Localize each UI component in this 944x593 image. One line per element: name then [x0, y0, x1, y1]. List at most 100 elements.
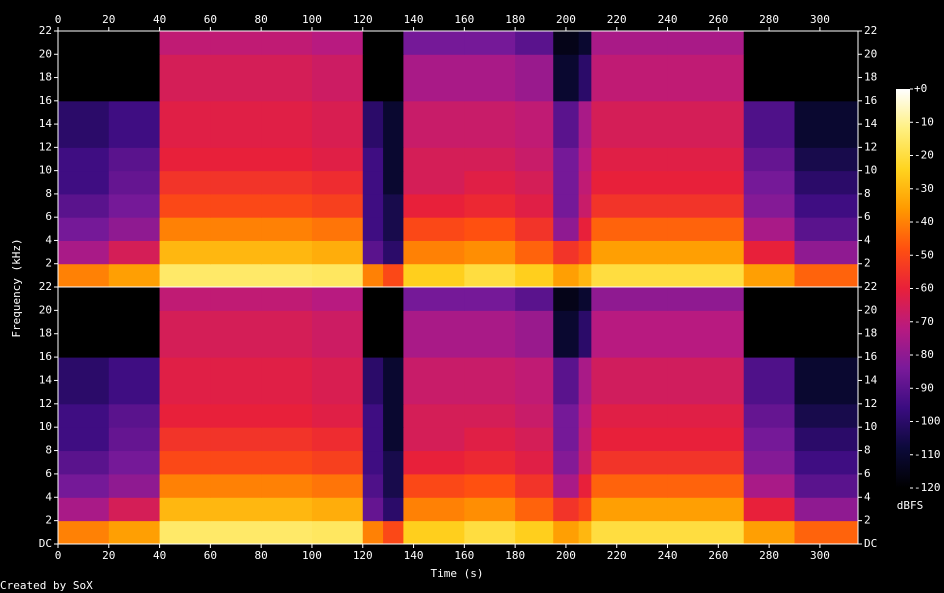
- y-tick-label: 22: [39, 24, 52, 37]
- heat-cell: [578, 520, 592, 545]
- heat-cell: [311, 100, 364, 148]
- heat-cell: [515, 497, 554, 522]
- heat-cell: [403, 450, 465, 475]
- heat-cell: [311, 217, 364, 241]
- heat-cell: [311, 450, 364, 475]
- heat-cell: [58, 31, 110, 55]
- heat-cell: [667, 193, 745, 218]
- heat-cell: [261, 54, 313, 102]
- heat-cell: [362, 263, 384, 288]
- heat-cell: [58, 450, 110, 475]
- x-tick-label: 160: [454, 549, 474, 562]
- heat-cell: [210, 170, 262, 195]
- heat-cell: [108, 147, 161, 172]
- heat-cell: [591, 473, 669, 498]
- x-tick-label: 60: [204, 13, 217, 26]
- heat-cell: [159, 263, 211, 288]
- colorbar-tick-label: -20: [914, 149, 934, 162]
- heat-cell: [794, 217, 859, 241]
- heat-cell: [667, 427, 745, 452]
- y-tick-label: 6: [864, 467, 871, 480]
- heat-cell: [578, 473, 592, 498]
- heat-cell: [794, 193, 859, 218]
- heat-cell: [159, 450, 211, 475]
- x-tick-label: 260: [708, 549, 728, 562]
- heat-cell: [108, 287, 161, 311]
- heat-cell: [403, 520, 465, 545]
- heat-cell: [553, 310, 580, 358]
- heat-cell: [383, 100, 404, 148]
- y-tick-label: 4: [864, 490, 871, 503]
- heat-cell: [383, 403, 404, 428]
- colorbar-tick-label: +0: [914, 82, 927, 95]
- heat-cell: [210, 450, 262, 475]
- heat-cell: [515, 357, 554, 405]
- heat-cell: [464, 497, 516, 522]
- y-tick-label: 8: [864, 187, 871, 200]
- y-tick-label: 16: [39, 350, 52, 363]
- y-tick-label: 12: [864, 397, 877, 410]
- heat-cell: [159, 497, 211, 522]
- x-tick-label: 160: [454, 13, 474, 26]
- heat-cell: [667, 473, 745, 498]
- heat-cell: [58, 170, 110, 195]
- heat-cell: [578, 450, 592, 475]
- heat-cell: [311, 240, 364, 265]
- heat-cell: [403, 193, 465, 218]
- x-tick-label: 80: [255, 549, 268, 562]
- heat-cell: [362, 193, 384, 218]
- heat-cell: [362, 170, 384, 195]
- heat-cell: [553, 497, 580, 522]
- y-tick-label: 10: [864, 420, 877, 433]
- heat-cell: [667, 357, 745, 405]
- heat-cell: [383, 310, 404, 358]
- heat-cell: [403, 310, 465, 358]
- heat-cell: [743, 170, 796, 195]
- heat-cell: [578, 427, 592, 452]
- y-tick-label: 12: [39, 140, 52, 153]
- y-tick-label: 18: [39, 71, 52, 84]
- heat-cell: [591, 520, 669, 545]
- colorbar-tick-label: -80: [914, 348, 934, 361]
- y-tick-label: 16: [864, 350, 877, 363]
- heat-cell: [794, 240, 859, 265]
- heat-cell: [383, 193, 404, 218]
- heat-cell: [362, 100, 384, 148]
- heat-cell: [515, 403, 554, 428]
- heat-cell: [108, 100, 161, 148]
- heat-cell: [362, 497, 384, 522]
- heat-cell: [108, 310, 161, 358]
- heat-cell: [362, 240, 384, 265]
- heat-cell: [383, 54, 404, 102]
- heat-cell: [578, 263, 592, 288]
- heat-cell: [159, 310, 211, 358]
- heat-cell: [58, 240, 110, 265]
- heat-cell: [743, 403, 796, 428]
- heat-cell: [464, 100, 516, 148]
- y-tick-label: 22: [864, 280, 877, 293]
- y-tick-label: 12: [39, 397, 52, 410]
- heat-cell: [210, 427, 262, 452]
- heat-cell: [311, 287, 364, 311]
- heat-cell: [403, 427, 465, 452]
- heat-cell: [261, 497, 313, 522]
- heat-cell: [383, 147, 404, 172]
- heat-cell: [383, 473, 404, 498]
- heat-cell: [553, 263, 580, 288]
- heat-cell: [261, 357, 313, 405]
- heat-cell: [743, 497, 796, 522]
- heat-cell: [159, 240, 211, 265]
- x-tick-label: 120: [353, 549, 373, 562]
- colorbar-tick-label: -70: [914, 315, 934, 328]
- heat-cell: [58, 520, 110, 545]
- heat-cell: [515, 473, 554, 498]
- heat-cell: [261, 450, 313, 475]
- colorbar-tick-label: -90: [914, 381, 934, 394]
- heat-cell: [464, 520, 516, 545]
- heat-cell: [553, 147, 580, 172]
- heat-cell: [311, 403, 364, 428]
- heat-cell: [311, 31, 364, 55]
- heat-cell: [743, 31, 796, 55]
- heat-cell: [591, 100, 669, 148]
